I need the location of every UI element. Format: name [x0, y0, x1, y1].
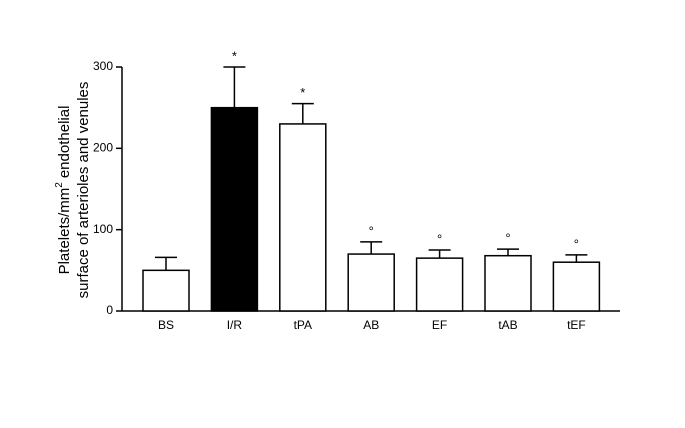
annotation: * — [300, 85, 305, 100]
x-tick-label: tAB — [498, 318, 517, 332]
bar — [210, 106, 259, 312]
x-tick-label: BS — [158, 318, 174, 332]
annotation: ° — [369, 223, 374, 238]
x-tick-label: AB — [363, 318, 379, 332]
x-tick-label: tPA — [294, 318, 312, 332]
annotation: ° — [574, 236, 579, 251]
y-tick-label: 100 — [93, 222, 113, 236]
y-label-superscript: 2 — [54, 182, 65, 188]
bar — [347, 253, 395, 312]
y-label-part: Platelets/mm — [56, 188, 73, 275]
bar — [142, 269, 190, 312]
bar — [415, 257, 464, 312]
x-tick-label: tEF — [567, 318, 586, 332]
annotation: * — [232, 48, 237, 63]
x-tick-label: I/R — [227, 318, 243, 332]
bar — [552, 261, 601, 312]
y-axis-label: surface of arterioles and venules — [75, 82, 92, 299]
bar — [484, 254, 532, 312]
y-tick-label: 200 — [93, 141, 113, 155]
annotation: ° — [505, 231, 510, 246]
y-axis-label: Platelets/mm2 endothelial — [54, 106, 73, 275]
annotation: ° — [437, 231, 442, 246]
y-tick-label: 300 — [93, 59, 113, 73]
y-label-part: endothelial — [56, 106, 73, 179]
y-tick-label: 0 — [106, 303, 113, 317]
x-tick-label: EF — [432, 318, 447, 332]
bar — [279, 123, 327, 312]
